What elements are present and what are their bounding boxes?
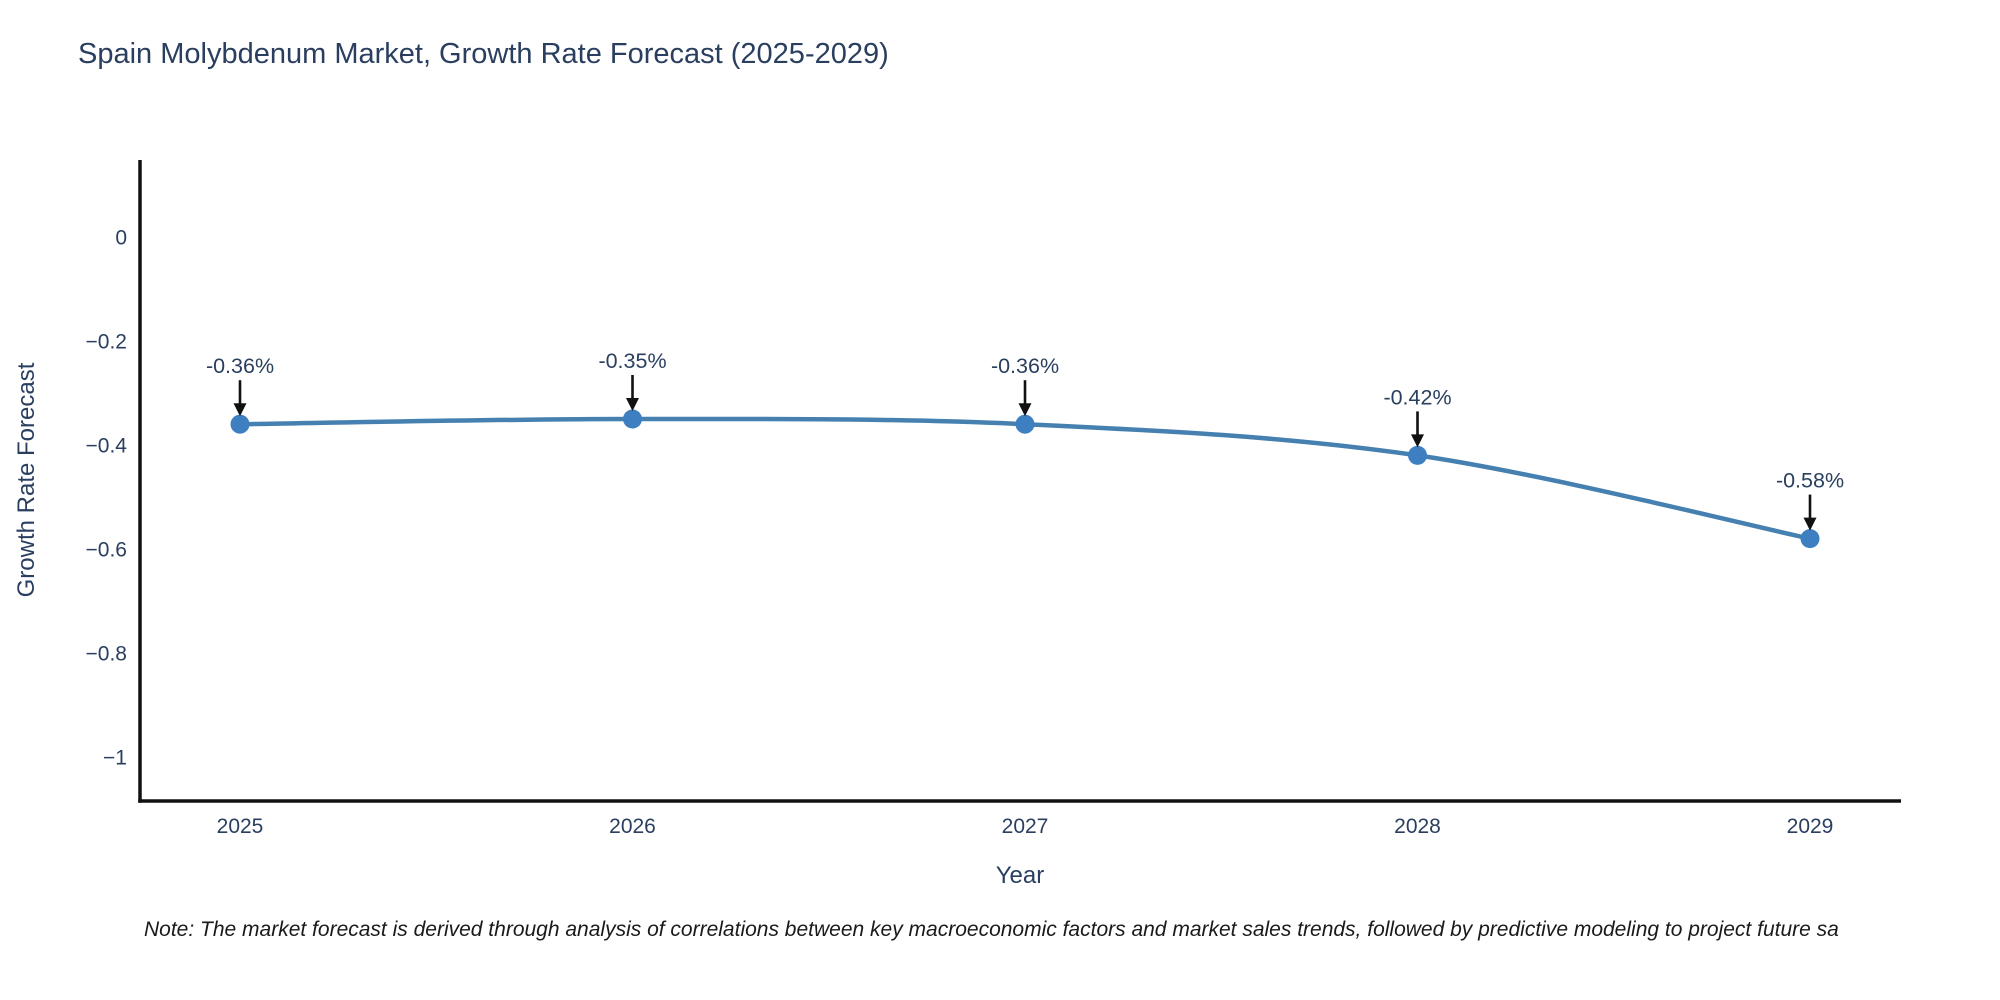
x-axis-title: Year (995, 862, 1045, 889)
y-tick-label: −1 (103, 747, 127, 770)
data-point-label: -0.36% (206, 354, 274, 378)
y-tick-label: −0.2 (86, 331, 127, 354)
x-tick-label: 2029 (1787, 815, 1834, 838)
data-point-label: -0.42% (1383, 385, 1451, 409)
data-point-label: -0.58% (1776, 469, 1844, 493)
y-tick-label: −0.6 (86, 539, 127, 562)
annotation-arrowhead-icon (233, 403, 247, 417)
footnote: Note: The market forecast is derived thr… (144, 918, 1839, 941)
x-tick-label: 2025 (217, 815, 264, 838)
data-point-label: -0.36% (991, 354, 1059, 378)
annotation-arrowhead-icon (1411, 434, 1424, 448)
chart-title: Spain Molybdenum Market, Growth Rate For… (78, 38, 889, 70)
y-tick-label: −0.4 (86, 435, 128, 458)
annotation-arrowhead-icon (626, 398, 639, 411)
forecast-line (237, 416, 1813, 541)
annotation-arrowhead-icon (1803, 517, 1817, 531)
data-point-marker[interactable] (1015, 414, 1035, 434)
x-tick-label: 2028 (1394, 815, 1441, 838)
y-tick-label: −0.8 (86, 643, 127, 666)
y-tick-label: 0 (115, 227, 127, 250)
data-point-marker[interactable] (1800, 529, 1820, 549)
x-tick-label: 2026 (609, 815, 656, 838)
x-tick-label: 2027 (1002, 815, 1049, 838)
data-point-marker[interactable] (1408, 445, 1427, 465)
data-point-marker[interactable] (230, 414, 250, 434)
data-point-label: -0.35% (598, 349, 666, 373)
annotation-arrowhead-icon (1018, 403, 1032, 417)
data-point-marker[interactable] (623, 409, 642, 429)
